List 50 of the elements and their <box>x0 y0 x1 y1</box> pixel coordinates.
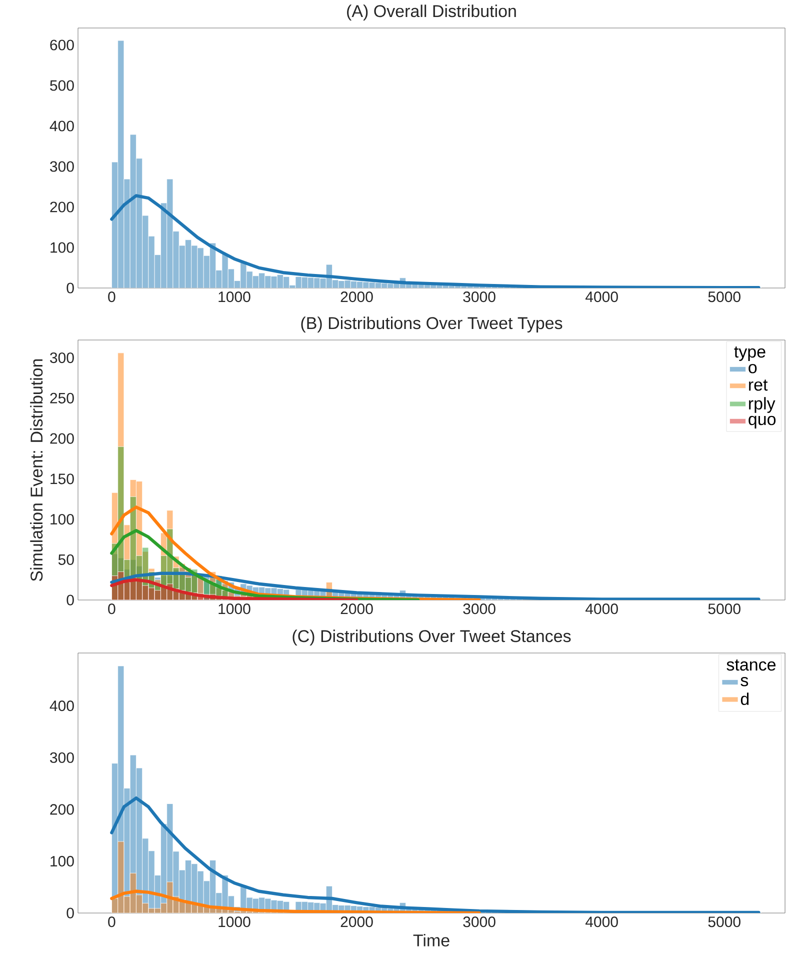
y-tick-label: 100 <box>50 514 74 525</box>
x-tick-label: 4000 <box>585 916 618 928</box>
x-tick-label: 1000 <box>218 292 250 302</box>
y-tick-label: 200 <box>50 433 74 444</box>
y-tick-label: 50 <box>58 554 74 565</box>
y-tick-label: 400 <box>50 700 74 712</box>
y-tick-label: 200 <box>50 804 74 815</box>
y-tick-label: 600 <box>50 40 74 50</box>
y-tick-label: 500 <box>50 80 74 91</box>
y-tick-label: 300 <box>50 161 74 172</box>
legend-label: d <box>740 692 749 706</box>
y-tick-label: 100 <box>50 856 74 867</box>
legend-label: s <box>740 676 748 686</box>
legend-label: quo <box>748 416 776 429</box>
y-tick-label: 200 <box>50 202 74 212</box>
y-tick-label: 150 <box>50 474 74 484</box>
chart-title: (B) Distributions Over Tweet Types <box>301 316 562 333</box>
y-tick-label: 300 <box>50 352 74 364</box>
x-tick-label: 1000 <box>218 916 250 928</box>
x-tick-label: 3000 <box>463 604 496 614</box>
legend-label: o <box>748 364 757 374</box>
y-tick-label: 400 <box>50 120 74 132</box>
x-tick-label: 0 <box>108 604 116 614</box>
x-tick-label: 5000 <box>708 292 740 302</box>
y-axis-title: Simulation Event: Distribution <box>30 359 43 582</box>
x-tick-label: 2000 <box>340 292 373 302</box>
legend-title: stance <box>726 660 776 671</box>
x-tick-label: 5000 <box>708 604 740 614</box>
y-tick-label: 0 <box>66 594 74 606</box>
x-axis-title: Time <box>413 934 450 946</box>
x-tick-label: 3000 <box>463 916 496 928</box>
x-tick-label: 2000 <box>340 916 373 928</box>
legend-label: ret <box>749 380 768 391</box>
legend-title: type <box>734 346 766 362</box>
y-tick-label: 0 <box>66 908 74 918</box>
x-tick-label: 4000 <box>585 292 618 302</box>
y-tick-label: 0 <box>66 282 74 294</box>
y-tick-label: 300 <box>50 752 74 763</box>
legend-label: rply <box>749 397 776 413</box>
x-tick-label: 2000 <box>340 604 373 614</box>
x-tick-label: 0 <box>108 292 116 302</box>
chart-title: (C) Distributions Over Tweet Stances <box>292 630 571 646</box>
x-tick-label: 3000 <box>463 292 496 302</box>
x-tick-label: 0 <box>108 916 116 928</box>
x-tick-label: 4000 <box>585 604 618 614</box>
chart-title: (A) Overall Distribution <box>347 4 516 20</box>
y-tick-label: 250 <box>50 392 74 404</box>
x-tick-label: 5000 <box>708 916 740 928</box>
y-tick-label: 100 <box>50 242 74 253</box>
x-tick-label: 1000 <box>218 604 250 614</box>
